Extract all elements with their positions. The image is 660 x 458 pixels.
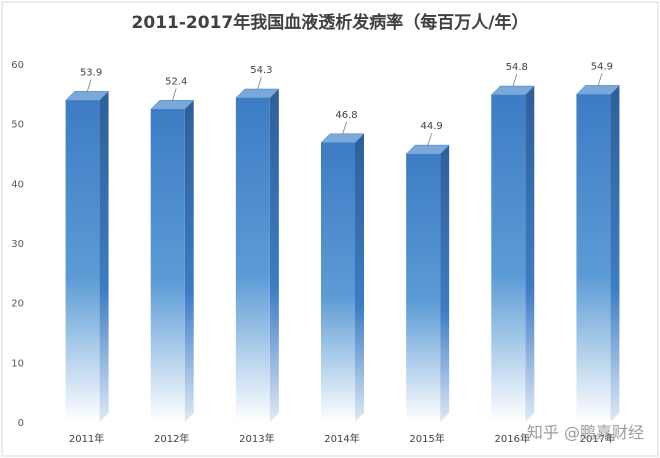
x-tick-label: 2013年 bbox=[239, 432, 274, 445]
y-tick-label: 10 bbox=[11, 358, 24, 369]
bar bbox=[235, 98, 270, 422]
bar bbox=[576, 94, 611, 423]
data-label: 44.9 bbox=[421, 121, 443, 132]
bar-series: 53.9 52.4 54.3 46.8 44.9 54.8 54.9 bbox=[64, 61, 621, 423]
bar-group: 54.9 bbox=[575, 61, 621, 423]
bar-side bbox=[269, 89, 279, 422]
data-label-leader bbox=[342, 121, 347, 135]
bar-group: 52.4 bbox=[150, 76, 195, 422]
x-tick-label: 2012年 bbox=[154, 432, 189, 445]
bar bbox=[406, 154, 441, 422]
bar-side bbox=[440, 145, 450, 422]
data-label-leader bbox=[86, 79, 92, 93]
bar bbox=[150, 109, 185, 422]
data-label: 46.8 bbox=[335, 110, 357, 121]
data-label: 54.8 bbox=[506, 62, 528, 73]
bar-cap bbox=[405, 144, 450, 155]
bar-cap bbox=[235, 88, 280, 99]
y-tick-label: 40 bbox=[11, 179, 24, 190]
y-tick-label: 60 bbox=[11, 60, 24, 71]
y-tick-label: 30 bbox=[11, 239, 24, 250]
data-label-leader bbox=[512, 73, 518, 88]
chart-title: 2011-2017年我国血液透析发病率（每百万人/年） bbox=[132, 12, 529, 33]
bar-group: 46.8 bbox=[320, 110, 365, 422]
x-axis: 2011年 2012年 2013年 2014年 2015年 2016年 2017年 bbox=[69, 432, 615, 445]
x-tick-label: 2011年 bbox=[69, 432, 104, 445]
watermark: 知乎 @鹏嘉财经 bbox=[527, 423, 644, 442]
y-tick-label: 50 bbox=[11, 120, 24, 131]
data-label: 54.3 bbox=[250, 65, 272, 76]
data-label: 54.9 bbox=[591, 61, 613, 72]
data-label-leader bbox=[597, 73, 603, 87]
x-tick-label: 2016年 bbox=[495, 432, 530, 445]
y-tick-label: 20 bbox=[11, 299, 24, 310]
bar-cap bbox=[64, 91, 110, 101]
x-tick-label: 2017年 bbox=[580, 432, 615, 445]
bar-cap bbox=[320, 133, 365, 144]
x-tick-label: 2014年 bbox=[324, 432, 359, 445]
data-label-leader bbox=[171, 88, 177, 102]
bar-group: 54.8 bbox=[490, 62, 535, 422]
bar-side bbox=[355, 133, 364, 422]
bar-cap bbox=[150, 100, 195, 110]
bar bbox=[491, 95, 526, 422]
data-label-leader bbox=[256, 76, 262, 91]
bar-group: 53.9 bbox=[64, 67, 110, 422]
x-tick-label: 2015年 bbox=[409, 432, 444, 445]
data-label: 53.9 bbox=[80, 67, 102, 78]
bar bbox=[65, 100, 100, 422]
bar-side bbox=[610, 85, 620, 423]
data-label: 52.4 bbox=[165, 76, 187, 87]
data-label-leader bbox=[427, 132, 433, 147]
bar-group: 54.3 bbox=[235, 65, 280, 422]
bar-side bbox=[525, 86, 535, 422]
bar bbox=[321, 142, 355, 422]
y-tick-label: 0 bbox=[18, 418, 24, 429]
bar-side bbox=[99, 91, 109, 422]
bar-group: 44.9 bbox=[405, 121, 450, 422]
bar-side bbox=[184, 100, 194, 422]
bar-cap bbox=[490, 85, 535, 96]
bar-cap bbox=[575, 85, 621, 95]
y-axis: 0 10 20 30 40 50 60 bbox=[11, 60, 24, 429]
